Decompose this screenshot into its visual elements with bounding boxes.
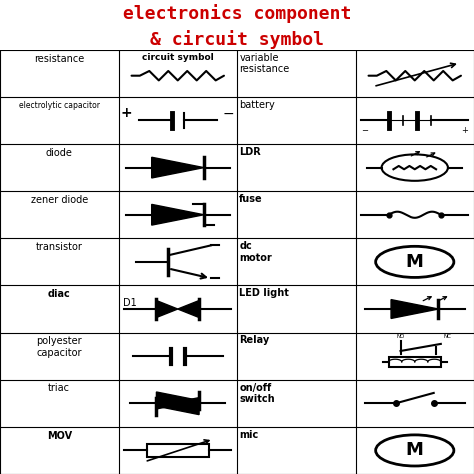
Text: & circuit symbol: & circuit symbol — [150, 30, 324, 49]
Polygon shape — [156, 392, 199, 409]
Text: −: − — [223, 106, 235, 120]
Text: resistance: resistance — [34, 54, 84, 64]
Text: fuse: fuse — [239, 194, 263, 204]
Bar — [147, 444, 209, 457]
Polygon shape — [152, 204, 204, 225]
Text: zener diode: zener diode — [31, 195, 88, 205]
Polygon shape — [178, 301, 199, 318]
Text: transistor: transistor — [36, 242, 82, 252]
Text: dc
motor: dc motor — [239, 241, 272, 263]
Polygon shape — [156, 398, 199, 415]
Text: variable
resistance: variable resistance — [239, 53, 290, 74]
Text: battery: battery — [239, 100, 275, 110]
Polygon shape — [391, 300, 438, 319]
Text: mic: mic — [239, 430, 259, 440]
Text: circuit symbol: circuit symbol — [142, 53, 214, 62]
Text: electronics component: electronics component — [123, 4, 351, 23]
Polygon shape — [152, 157, 204, 178]
Text: diac: diac — [48, 289, 71, 299]
Text: electrolytic capacitor: electrolytic capacitor — [19, 100, 100, 109]
Text: M: M — [406, 253, 424, 271]
Polygon shape — [156, 301, 178, 318]
Text: +: + — [121, 106, 133, 120]
Text: diode: diode — [46, 148, 73, 158]
Text: LDR: LDR — [239, 147, 261, 157]
Text: −: − — [362, 127, 368, 136]
Text: Relay: Relay — [239, 336, 270, 346]
Text: NO: NO — [396, 334, 405, 339]
Text: NC: NC — [444, 334, 452, 339]
Text: polyester
capacitor: polyester capacitor — [36, 337, 82, 358]
Text: LED light: LED light — [239, 288, 289, 298]
Text: triac: triac — [48, 383, 70, 393]
Text: +: + — [461, 127, 468, 136]
Text: MOV: MOV — [46, 431, 72, 441]
Text: D1: D1 — [123, 298, 137, 309]
Text: on/off
switch: on/off switch — [239, 383, 275, 404]
Text: M: M — [406, 441, 424, 459]
Bar — [389, 356, 441, 367]
